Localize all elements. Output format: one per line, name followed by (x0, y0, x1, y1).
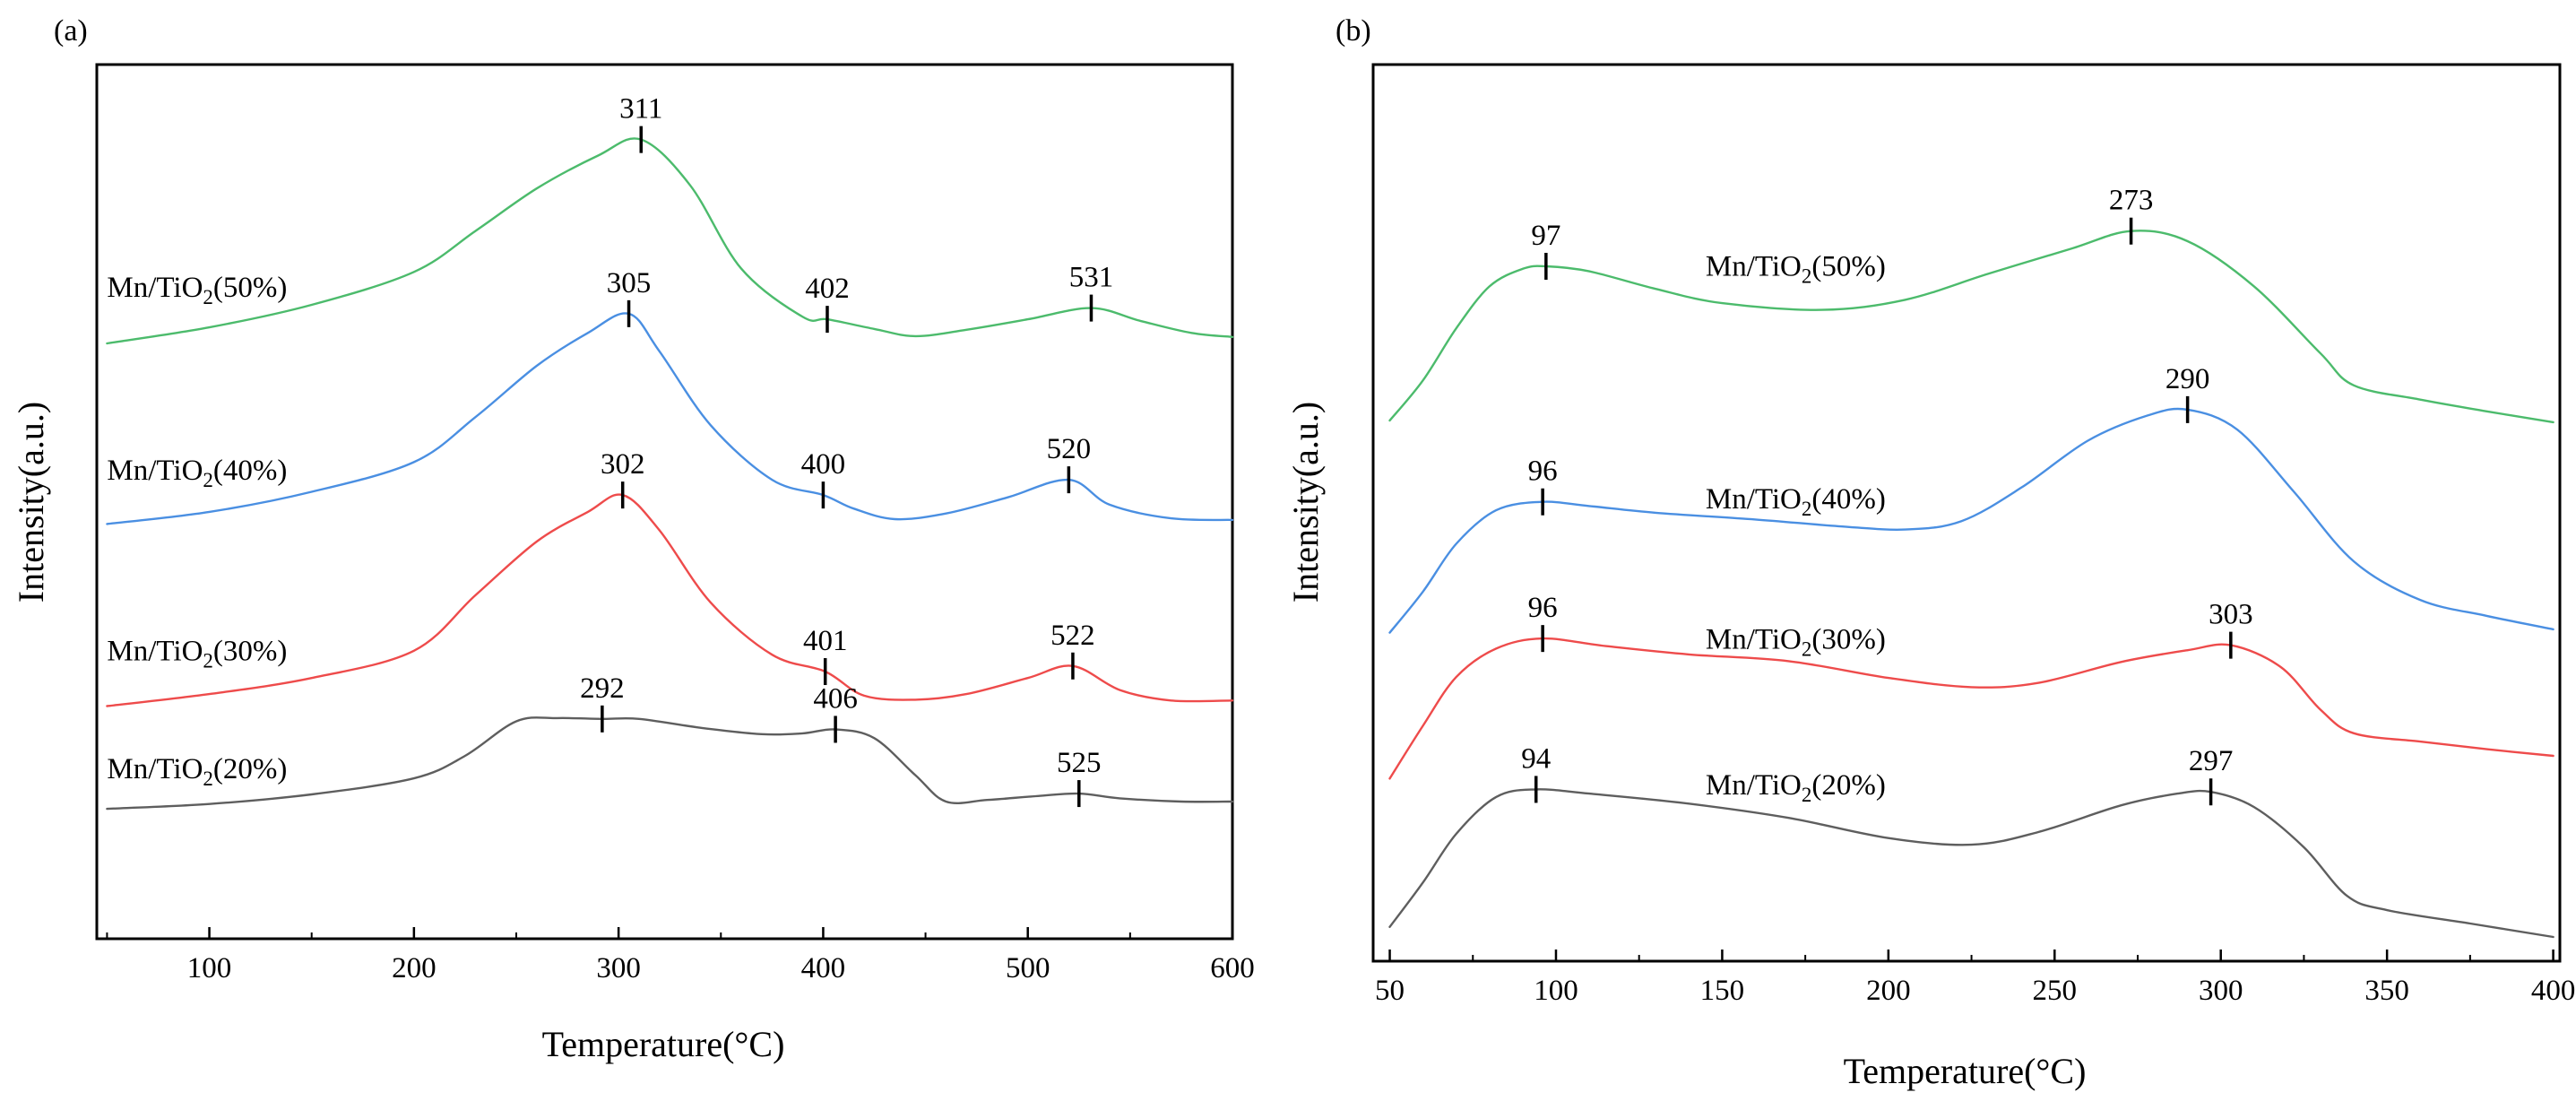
panel-a-peak-label: 525 (1057, 747, 1102, 779)
panel-a-x-tick-label: 400 (801, 952, 846, 984)
panel-b-label: (b) (1336, 14, 1371, 48)
panel-a-peak-label: 400 (801, 448, 846, 481)
panel-a-frame (95, 63, 1234, 941)
panel-b-peak-label: 94 (1521, 742, 1551, 775)
panel-a-series-label-20: Mn/TiO2(20%) (107, 753, 287, 790)
panel-a-peak-label: 302 (601, 448, 645, 481)
panel-a-x-axis-title: Temperature(°C) (542, 1024, 785, 1064)
panel-a-x-tick-label: 600 (1210, 952, 1255, 984)
panel-a-label: (a) (54, 14, 88, 48)
panel-b-series-line-40 (1388, 407, 2554, 634)
panel-a-series-line-50 (106, 137, 1234, 345)
panel-a-peak-label: 522 (1050, 620, 1095, 652)
panel-b-x-tick-label: 150 (1700, 975, 1745, 1007)
panel-a-peak-label: 292 (580, 672, 625, 705)
panel-b-peak-label: 290 (2165, 363, 2210, 395)
panel-a-x-tick-label: 100 (187, 952, 232, 984)
panel-b-peak-label: 97 (1531, 220, 1560, 252)
panel-b-x-tick-label: 200 (1866, 975, 1911, 1007)
panel-b-x-tick-label: 300 (2199, 975, 2243, 1007)
panel-b-series-line-50 (1388, 230, 2554, 424)
panel-a-plot-marks: 100 200 300 400 500 600 311 402 531 Mn/TiO2(50%) 3… (106, 93, 1255, 984)
panel-b-peak-label: 297 (2189, 745, 2234, 777)
panel-b-frame (1371, 63, 2562, 963)
panel-a: (a) Temperature(°C) Intensity(a.u.) 100 2… (11, 14, 1255, 1064)
panel-a-x-tick-label: 200 (392, 952, 437, 984)
panel-b-plot-marks: 50 100 150 200 250 300 350 400 97 273 Mn/TiO2(50%)… (1375, 185, 2575, 1007)
panel-b-x-tick-label: 50 (1375, 975, 1405, 1007)
panel-a-series-line-40 (106, 312, 1234, 525)
panel-b-series-line-30 (1388, 637, 2554, 780)
panel-b-peak-label: 96 (1528, 592, 1558, 624)
panel-b-series-line-20 (1388, 788, 2554, 939)
panel-a-peak-label: 311 (619, 93, 662, 126)
panel-a-peak-label: 402 (805, 273, 850, 305)
panel-a-y-axis-title: Intensity(a.u.) (11, 402, 51, 603)
panel-b-series-label-20: Mn/TiO2(20%) (1706, 769, 1886, 806)
panel-a-peak-label: 406 (813, 682, 858, 715)
panel-b-peak-label: 303 (2209, 599, 2253, 631)
panel-a-series-label-40: Mn/TiO2(40%) (107, 455, 287, 491)
panel-b-x-axis-title: Temperature(°C) (1844, 1051, 2087, 1091)
panel-a-peak-label: 520 (1047, 433, 1092, 465)
panel-a-series-label-30: Mn/TiO2(30%) (107, 636, 287, 672)
panel-a-x-tick-label: 300 (596, 952, 641, 984)
panel-b-peak-label: 96 (1528, 455, 1558, 488)
panel-b-peak-label: 273 (2109, 185, 2154, 217)
panel-b-y-axis-title: Intensity(a.u.) (1285, 402, 1326, 603)
panel-b-x-tick-label: 100 (1534, 975, 1578, 1007)
panel-b-x-tick-label: 250 (2033, 975, 2078, 1007)
panel-a-peak-label: 401 (803, 625, 848, 657)
panel-b-x-tick-label: 350 (2364, 975, 2409, 1007)
panel-a-series-label-50: Mn/TiO2(50%) (107, 272, 287, 308)
panel-a-series-line-30 (106, 493, 1234, 707)
panel-b-x-tick-label: 400 (2531, 975, 2576, 1007)
panel-b-series-label-40: Mn/TiO2(40%) (1706, 483, 1886, 520)
panel-a-series-line-20 (106, 716, 1234, 811)
panel-a-peak-label: 531 (1069, 262, 1114, 294)
panel-b-series-label-50: Mn/TiO2(50%) (1706, 250, 1886, 287)
panel-b-series-label-30: Mn/TiO2(30%) (1706, 623, 1886, 660)
panel-a-peak-label: 305 (607, 267, 652, 299)
panel-a-x-tick-label: 500 (1006, 952, 1050, 984)
panel-b: (b) Temperature(°C) Intensity(a.u.) 50 10… (1285, 14, 2575, 1091)
